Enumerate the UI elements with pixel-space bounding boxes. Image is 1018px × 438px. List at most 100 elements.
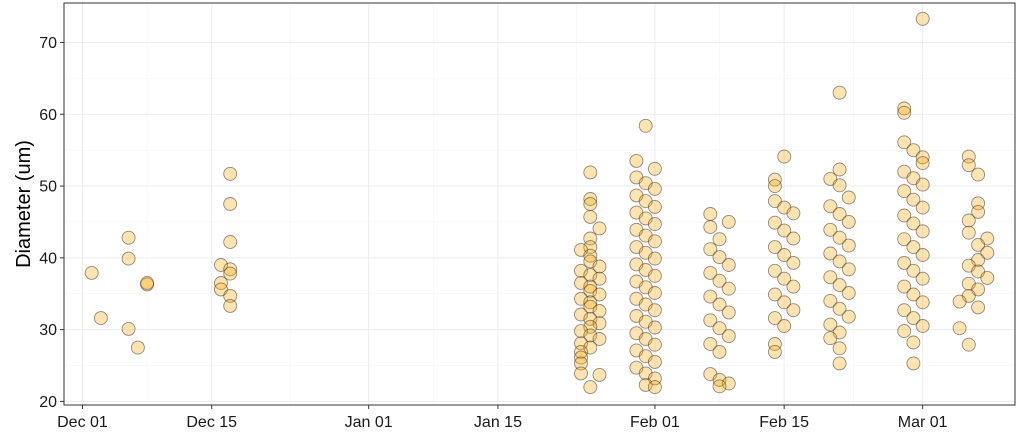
data-point [961, 337, 976, 352]
data-point [592, 271, 607, 286]
x-tick-label: Feb 15 [759, 414, 809, 431]
data-point [583, 209, 598, 224]
data-point [823, 246, 838, 261]
data-point [786, 206, 801, 221]
y-tick-label: 50 [39, 179, 57, 196]
data-point [647, 320, 662, 335]
data-point [223, 288, 238, 303]
data-point [223, 197, 238, 211]
data-point [703, 265, 718, 280]
data-point [712, 344, 727, 359]
data-point [703, 242, 718, 257]
data-point [832, 85, 847, 100]
data-point [223, 298, 238, 313]
data-point [647, 251, 662, 266]
data-point [841, 309, 856, 324]
data-point [121, 251, 136, 266]
data-point [574, 366, 588, 381]
data-point [84, 265, 99, 280]
data-point [915, 319, 930, 333]
data-point [121, 230, 136, 245]
x-tick-label: Mar 01 [898, 414, 948, 431]
data-point [130, 340, 145, 355]
data-point [721, 258, 736, 272]
data-point [647, 303, 662, 318]
data-point [897, 101, 912, 116]
data-point [841, 262, 856, 277]
data-point [767, 263, 782, 278]
data-point [647, 217, 662, 232]
data-point [647, 354, 662, 369]
data-point [906, 356, 921, 371]
data-point [767, 179, 782, 194]
data-point [712, 273, 727, 288]
y-axis-title: Diameter (um) [13, 140, 35, 268]
data-point [906, 335, 921, 350]
data-point [915, 156, 930, 171]
data-point [638, 377, 653, 392]
data-point [574, 356, 588, 371]
data-point [121, 321, 136, 336]
x-tick-label: Jan 01 [345, 414, 393, 431]
data-point [592, 221, 607, 236]
data-point [592, 316, 607, 331]
data-point [703, 313, 718, 328]
data-point [832, 178, 847, 193]
data-point [832, 278, 847, 293]
data-point [777, 295, 792, 310]
data-point [592, 287, 607, 302]
data-point [712, 250, 727, 265]
data-point [915, 150, 930, 165]
data-point [906, 240, 921, 255]
data-point [897, 105, 912, 120]
data-point [721, 329, 736, 344]
data-point [952, 294, 967, 309]
data-point [592, 259, 607, 274]
data-point [906, 192, 921, 207]
data-point [574, 344, 588, 359]
data-point [712, 379, 727, 394]
data-point [712, 297, 727, 312]
data-point [841, 238, 856, 253]
data-point [915, 200, 930, 215]
data-point [777, 149, 792, 164]
data-point [223, 235, 238, 249]
data-point [647, 234, 662, 249]
data-point [897, 303, 912, 318]
data-point [592, 367, 607, 382]
data-point [712, 232, 727, 247]
data-point [897, 184, 912, 199]
data-point [832, 230, 847, 245]
data-point [647, 268, 662, 283]
y-tick-label: 20 [39, 394, 57, 411]
data-point [140, 276, 155, 290]
data-point [583, 197, 598, 211]
data-point [93, 311, 108, 326]
data-point [897, 208, 912, 223]
data-point [786, 279, 801, 294]
data-point [832, 356, 847, 371]
data-point [767, 240, 782, 255]
data-point [841, 214, 856, 229]
data-point [583, 311, 598, 326]
y-tick-label: 70 [39, 35, 57, 52]
data-point [767, 344, 782, 359]
x-tick-label: Dec 01 [57, 414, 108, 431]
data-point [592, 332, 607, 346]
data-point [583, 380, 598, 395]
data-point [915, 271, 930, 286]
data-point [647, 161, 662, 176]
data-point [832, 254, 847, 269]
data-point [961, 225, 976, 240]
data-point [721, 214, 736, 229]
data-point [897, 279, 912, 294]
data-point [777, 271, 792, 286]
data-point [906, 143, 921, 158]
data-point [786, 255, 801, 270]
data-point [592, 304, 607, 318]
data-point [971, 167, 986, 182]
data-point [823, 222, 838, 237]
data-point [906, 287, 921, 302]
data-point [647, 380, 662, 395]
